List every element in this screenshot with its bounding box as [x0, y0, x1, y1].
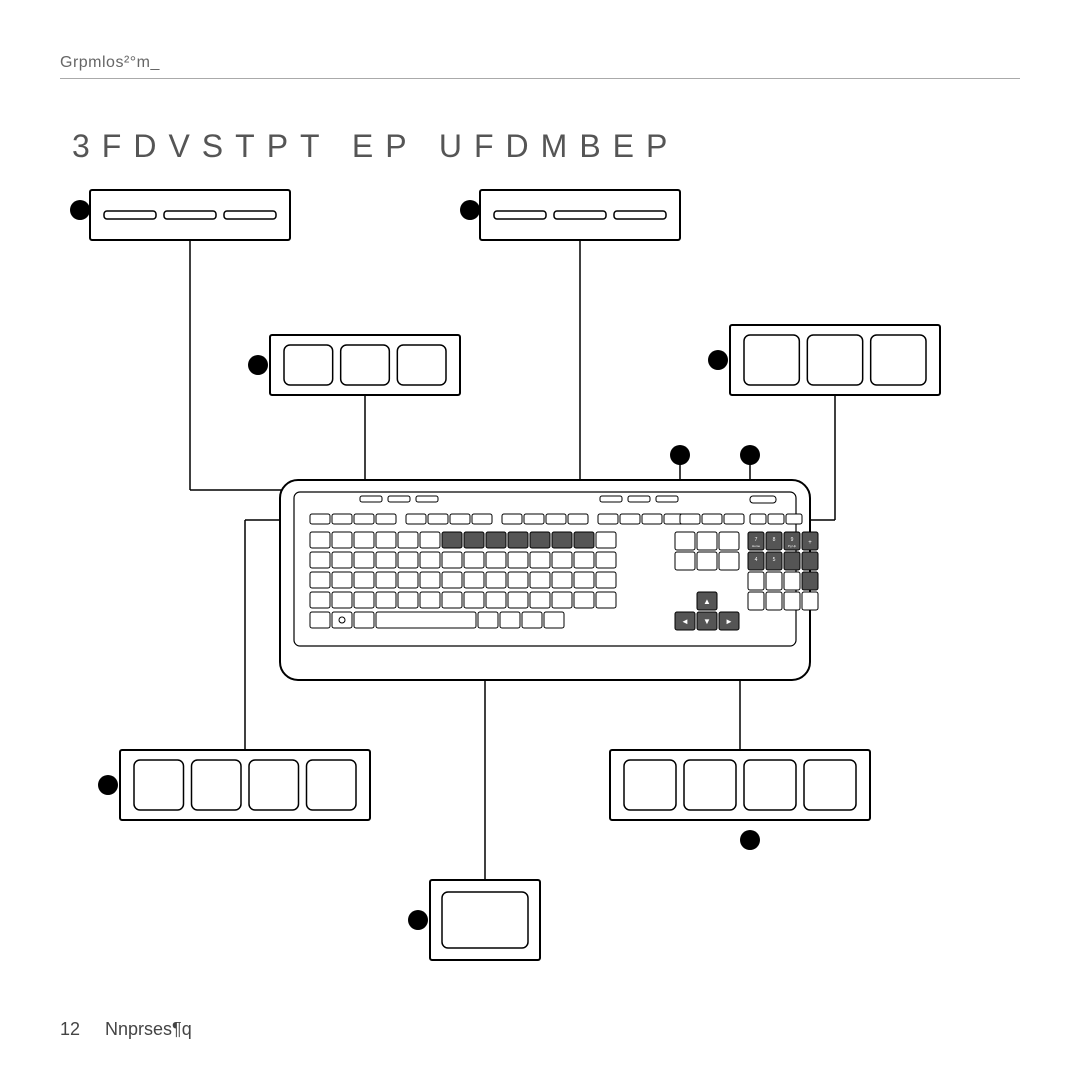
svg-text:8: 8 — [773, 537, 776, 543]
svg-text:▼: ▼ — [703, 617, 711, 626]
svg-text:►: ► — [725, 617, 733, 626]
svg-text:Pg Up: Pg Up — [788, 544, 797, 548]
svg-text:◄: ◄ — [681, 617, 689, 626]
page-number: 12 — [60, 1019, 100, 1040]
page-header: Grpmlos²°m_ — [60, 54, 1020, 79]
svg-text:Home: Home — [752, 544, 760, 548]
svg-text:+: + — [808, 540, 812, 546]
svg-text:5: 5 — [773, 557, 776, 563]
svg-text:4: 4 — [755, 557, 758, 563]
page-footer: 12 Nnprses¶q — [60, 1019, 192, 1040]
footer-label: Nnprses¶q — [105, 1019, 192, 1039]
svg-text:▲: ▲ — [703, 597, 711, 606]
page-title: 3FDVSTPT EP UFDMBEP — [72, 128, 679, 165]
svg-text:9: 9 — [791, 537, 794, 543]
svg-text:7: 7 — [755, 537, 758, 543]
keyboard-diagram: ▲ ◄ ▼ ► 7 8 9 Home Pg Up 4 5 + — [60, 170, 1020, 990]
